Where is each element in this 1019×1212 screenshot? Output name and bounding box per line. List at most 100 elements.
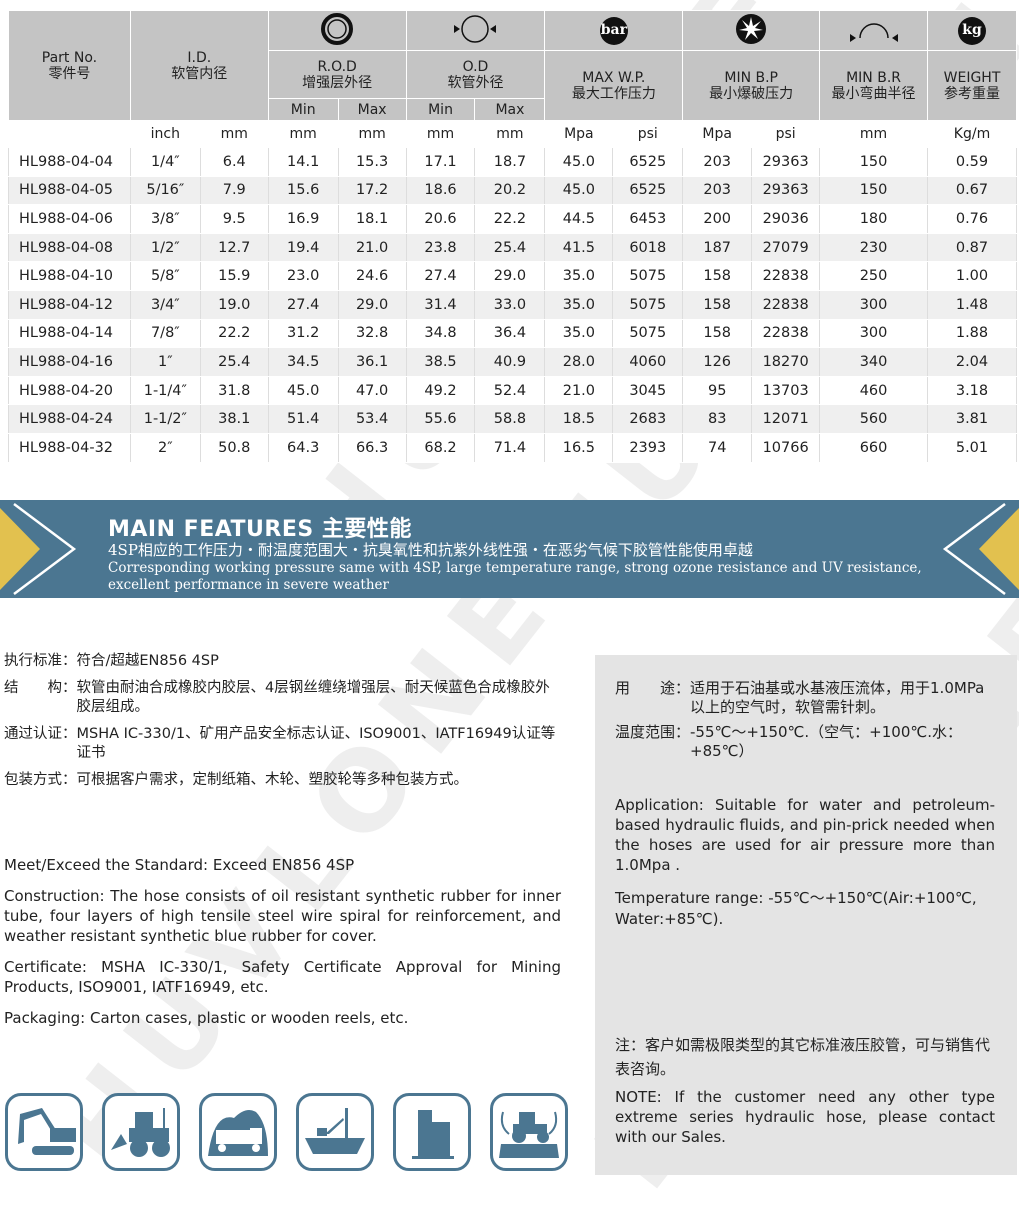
header-bp: MIN B.P 最小爆破压力 [682, 50, 821, 121]
en-certificate: Certificate: MSHA IC-330/1, Safety Certi… [4, 958, 561, 996]
table-cell: 22.2 [474, 204, 546, 234]
table-cell: 25.4 [474, 232, 546, 263]
table-cell: 41.5 [544, 232, 614, 263]
table-cell: 74 [682, 432, 753, 463]
table-cell: 51.4 [267, 404, 339, 434]
note-en: NOTE: If the customer need any other typ… [615, 1088, 995, 1146]
banner-title: MAIN FEATURES 主要性能 [108, 517, 412, 542]
table-cell: 200 [682, 204, 753, 234]
table-cell: 10766 [751, 432, 821, 463]
wheel-loader-icon [102, 1093, 180, 1171]
table-cell: 12071 [751, 404, 821, 434]
unit-cell: inch [129, 120, 201, 148]
table-cell: 19.0 [199, 289, 269, 320]
table-row: HL988-04-04 1/4″ 6.4 14.1 15.3 17.1 18.7 45.0 65… [8, 147, 1017, 177]
table-cell: 34.8 [405, 318, 476, 349]
table-cell: 34.5 [267, 347, 339, 377]
table-cell: 1.88 [927, 318, 1017, 349]
unit-cell: mm [405, 120, 476, 148]
table-cell: 18.6 [405, 175, 476, 206]
table-cell: 45.0 [544, 175, 614, 206]
header-wp: MAX W.P. 最大工作压力 [544, 50, 684, 121]
table-cell: 45.0 [544, 147, 614, 177]
header-id: I.D. 软管内径 [129, 10, 269, 121]
table-cell: 5/8″ [129, 261, 201, 291]
table-cell: 66.3 [337, 432, 407, 463]
table-cell: 49.2 [405, 375, 476, 406]
unit-cell: psi [751, 120, 821, 148]
table-cell: 18270 [751, 347, 821, 377]
table-cell: 27079 [751, 232, 821, 263]
table-cell: 83 [682, 404, 753, 434]
table-cell: 18.5 [544, 404, 614, 434]
table-cell: 158 [682, 318, 753, 349]
table-cell: 6453 [612, 204, 684, 234]
header-part-no: Part No. 零件号 [8, 10, 131, 121]
table-cell: 64.3 [267, 432, 339, 463]
table-cell: 6.4 [199, 147, 269, 177]
table-cell: 36.4 [474, 318, 546, 349]
part-number-cell: HL988-04-32 [8, 432, 131, 463]
table-cell: 2″ [129, 432, 201, 463]
table-row: HL988-04-10 5/8″ 15.9 23.0 24.6 27.4 29.0 35.0 5… [8, 261, 1017, 291]
table-cell: 187 [682, 232, 753, 263]
en-specs: Meet/Exceed the Standard: Exceed EN856 4… [4, 855, 561, 1039]
table-cell: 31.8 [199, 375, 269, 406]
table-cell: 230 [819, 232, 928, 263]
unit-cell: mm [199, 120, 269, 148]
table-cell: 5075 [612, 261, 684, 291]
table-row: HL988-04-06 3/8″ 9.5 16.9 18.1 20.6 22.2 44.5 64… [8, 204, 1017, 234]
table-cell: 6018 [612, 232, 684, 263]
table-cell: 3.81 [927, 404, 1017, 434]
table-row: HL988-04-16 1″ 25.4 34.5 36.1 38.5 40.9 28.0 406… [8, 347, 1017, 377]
banner-en: Corresponding working pressure same with… [108, 560, 922, 593]
table-cell: 3.18 [927, 375, 1017, 406]
table-cell: 23.0 [267, 261, 339, 291]
table-cell: 7/8″ [129, 318, 201, 349]
table-cell: 22838 [751, 261, 821, 291]
table-cell: 460 [819, 375, 928, 406]
main-features-banner: MAIN FEATURES 主要性能 4SP相应的工作压力・耐温度范围大・抗臭氧… [0, 500, 1019, 598]
application-icons [5, 1093, 568, 1171]
excavator-icon [5, 1093, 83, 1171]
table-cell: 71.4 [474, 432, 546, 463]
table-cell: 21.0 [544, 375, 614, 406]
table-cell: 29363 [751, 147, 821, 177]
bar-icon: bar [544, 10, 684, 51]
table-cell: 1″ [129, 347, 201, 377]
table-cell: 20.6 [405, 204, 476, 234]
table-cell: 340 [819, 347, 928, 377]
table-cell: 250 [819, 261, 928, 291]
unit-cell [8, 120, 131, 148]
table-cell: 2393 [612, 432, 684, 463]
header-od-min: Min [405, 98, 476, 121]
table-cell: 36.1 [337, 347, 407, 377]
table-cell: 24.6 [337, 261, 407, 291]
unit-cell: Mpa [682, 120, 753, 148]
table-cell: 0.76 [927, 204, 1017, 234]
part-number-cell: HL988-04-16 [8, 347, 131, 377]
table-cell: 15.9 [199, 261, 269, 291]
note-cn: 注：客户如需极限类型的其它标准液压胶管，可与销售代表咨询。 [615, 1036, 991, 1078]
table-cell: 5075 [612, 289, 684, 320]
table-cell: 0.59 [927, 147, 1017, 177]
table-cell: 9.5 [199, 204, 269, 234]
unit-cell: mm [267, 120, 339, 148]
part-number-cell: HL988-04-06 [8, 204, 131, 234]
unit-cell: Kg/m [927, 120, 1017, 148]
table-cell: 0.87 [927, 232, 1017, 263]
bend-radius-icon [819, 10, 928, 51]
mining-truck-icon [199, 1093, 277, 1171]
table-cell: 22838 [751, 318, 821, 349]
table-cell: 35.0 [544, 289, 614, 320]
table-cell: 2683 [612, 404, 684, 434]
table-row: HL988-04-20 1-1/4″ 31.8 45.0 47.0 49.2 52.4 21.… [8, 375, 1017, 406]
table-cell: 18.1 [337, 204, 407, 234]
en-standard: Meet/Exceed the Standard: Exceed EN856 4… [4, 856, 355, 874]
unit-cell: Mpa [544, 120, 614, 148]
spec-table: Part No. 零件号 I.D. 软管内径 bar kg R.O.D 增强层外径 O… [8, 10, 1017, 463]
table-row: HL988-04-14 7/8″ 22.2 31.2 32.8 34.8 36.4 35.0 5… [8, 318, 1017, 349]
header-rod-min: Min [267, 98, 339, 121]
table-cell: 14.1 [267, 147, 339, 177]
table-cell: 203 [682, 147, 753, 177]
